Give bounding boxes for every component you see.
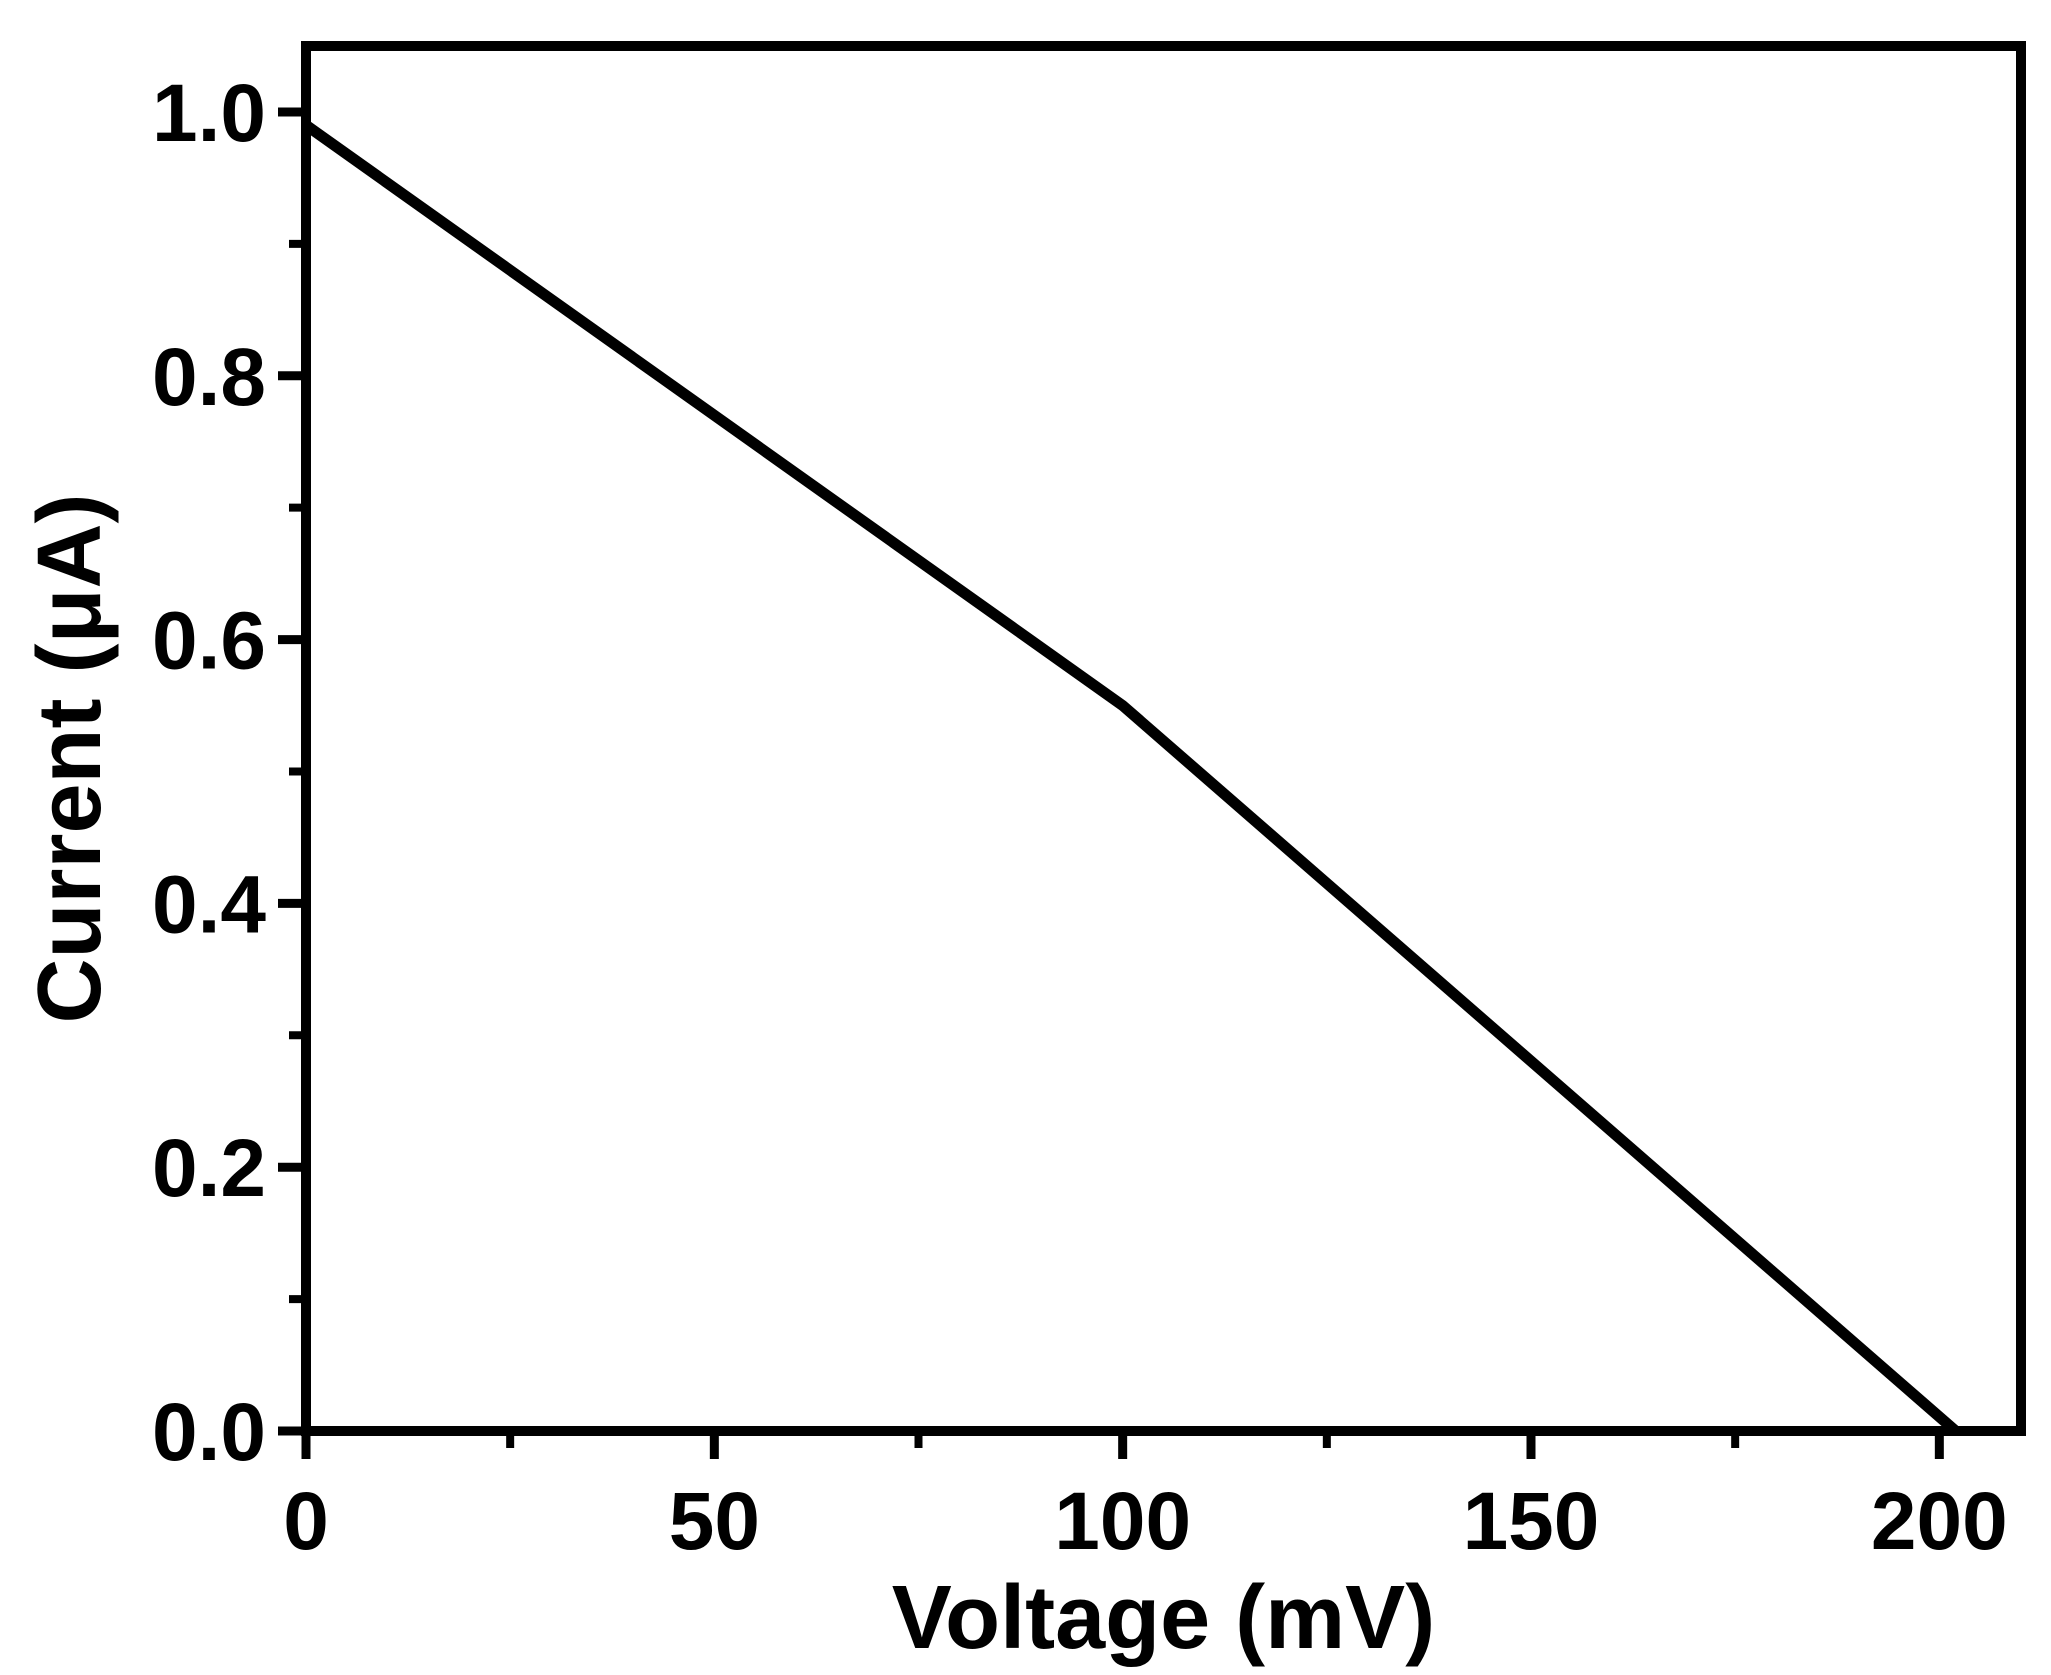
y-axis-title: Current (μA) bbox=[20, 493, 120, 1023]
y-tick-label: 0.4 bbox=[152, 859, 266, 950]
y-tick-label: 0.0 bbox=[152, 1387, 266, 1478]
x-tick-labels: 0 50 100 150 200 bbox=[283, 1476, 2008, 1567]
x-axis-title: Voltage (mV) bbox=[892, 1568, 1435, 1668]
x-tick-label: 50 bbox=[669, 1476, 760, 1567]
x-tick-label: 100 bbox=[1054, 1476, 1191, 1567]
plot-frame bbox=[301, 41, 2026, 1436]
y-tick-labels: 0.0 0.2 0.4 0.6 0.8 1.0 bbox=[152, 68, 266, 1478]
y-tick-label: 0.6 bbox=[152, 596, 266, 687]
x-tick-label: 200 bbox=[1871, 1476, 2008, 1567]
x-tick-label: 0 bbox=[283, 1476, 329, 1567]
y-tick-label: 1.0 bbox=[152, 68, 266, 159]
y-tick-label: 0.8 bbox=[152, 332, 266, 423]
x-tick-label: 150 bbox=[1463, 1476, 1600, 1567]
series-line bbox=[302, 120, 1960, 1436]
y-tick-label: 0.2 bbox=[152, 1123, 266, 1214]
series-layer bbox=[302, 120, 1960, 1436]
